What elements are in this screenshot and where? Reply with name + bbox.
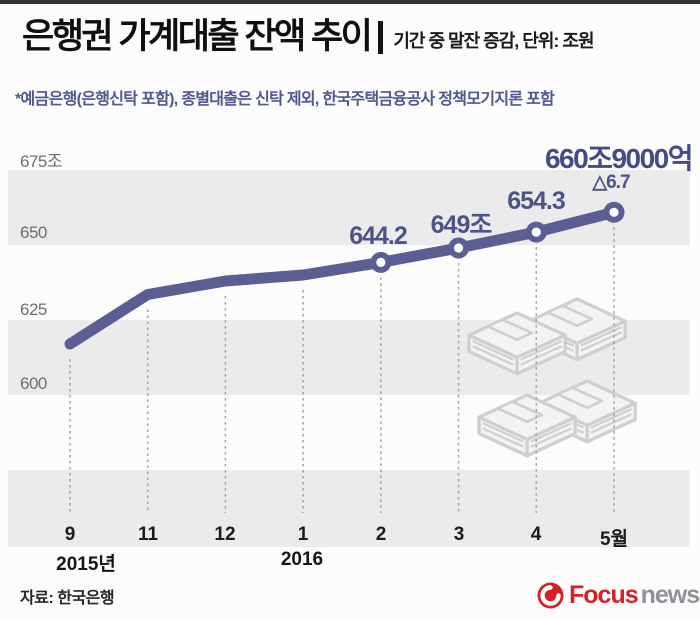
- x-axis-year-2015: 2015년: [56, 554, 116, 575]
- x-tick-apr: 4: [530, 524, 542, 545]
- x-axis-year-2016: 2016: [280, 549, 324, 570]
- top-accent-bar: [0, 0, 700, 4]
- data-point-marker: [370, 251, 392, 273]
- money-stack-watermark: [467, 297, 637, 458]
- header: 은행권 가계대출 잔액 추이 기간 중 말잔 증감, 단위: 조원: [22, 17, 595, 56]
- chart-subtitle: 기간 중 말잔 증감, 단위: 조원: [393, 30, 594, 51]
- focusnews-logo: Focus news: [537, 581, 700, 610]
- logo-text-focus: Focus: [569, 581, 639, 609]
- x-tick-mar: 3: [453, 524, 465, 545]
- y-tick-675: 675조: [20, 152, 63, 171]
- x-tick-feb: 2: [375, 524, 387, 545]
- grid-band-axis: [8, 470, 690, 547]
- y-tick-600: 600: [20, 374, 47, 393]
- x-tick-nov: 11: [137, 524, 159, 545]
- focusnews-swirl-icon: [537, 582, 564, 609]
- point-label-may: 660조9000억: [544, 143, 694, 174]
- x-tick-sep: 9: [64, 524, 76, 545]
- point-label-apr: 654.3: [507, 187, 566, 215]
- y-tick-650: 650: [20, 223, 47, 242]
- footnote: *예금은행(은행신탁 포함), 종별대출은 신탁 제외, 한국주택금융공사 정책…: [15, 91, 555, 108]
- source-label: 자료: 한국은행: [20, 590, 115, 607]
- x-tick-jan: 1: [297, 524, 309, 545]
- x-tick-may: 5월: [599, 529, 629, 550]
- data-point-marker-hole: [376, 257, 386, 267]
- y-tick-625: 625: [20, 300, 47, 319]
- x-tick-dec: 12: [214, 524, 236, 545]
- point-delta-annotation: △6.7: [592, 172, 630, 193]
- logo-text-news: news: [640, 581, 700, 609]
- page-title: 은행권 가계대출 잔액 추이: [22, 17, 373, 56]
- title-separator: [378, 20, 384, 54]
- point-label-mar: 649조: [430, 211, 493, 239]
- point-label-feb: 644.2: [349, 222, 408, 250]
